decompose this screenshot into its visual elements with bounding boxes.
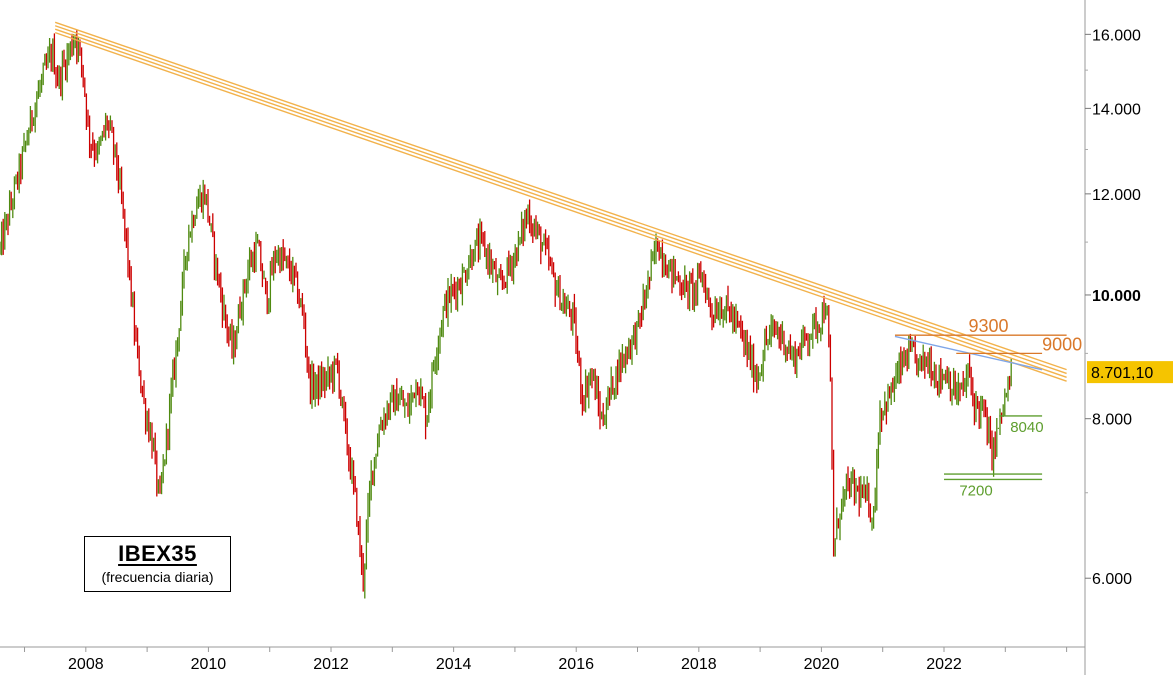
- y-tick-label: 14.000: [1092, 101, 1141, 118]
- y-axis: 16.000 14.000 12.000 10.000 8.000 6.000: [1084, 0, 1141, 675]
- trend-line-3: [54, 28, 1067, 378]
- y-tick-label: 12.000: [1092, 187, 1141, 204]
- x-tick-label: 2018: [681, 656, 717, 673]
- x-tick-label: 2016: [558, 656, 594, 673]
- y-tick-label: 6.000: [1092, 571, 1132, 588]
- chart-title: IBEX35: [118, 541, 197, 566]
- trend-line-2: [54, 25, 1067, 375]
- level-label-9000: 9000: [1042, 334, 1082, 354]
- trend-line-1: [54, 21, 1067, 371]
- x-tick-label: 2020: [804, 656, 840, 673]
- y-tick-label: 16.000: [1092, 27, 1141, 44]
- trend-line-4: [54, 31, 1067, 382]
- chart-subtitle: (frecuencia diaria): [101, 569, 214, 585]
- last-price-badge: 8.701,10: [1087, 361, 1173, 384]
- last-price-box: [1087, 361, 1173, 384]
- y-tick-label: 10.000: [1092, 288, 1141, 305]
- x-axis: 2008 2010 2012 2014 2016 2018 2020 2022: [0, 646, 1085, 673]
- last-price-label: 8.701,10: [1091, 365, 1153, 382]
- level-label-9300: 9300: [969, 316, 1009, 336]
- level-label-7200: 7200: [959, 482, 992, 499]
- chart-title-box: IBEX35 (frecuencia diaria): [84, 536, 231, 592]
- x-tick-label: 2008: [68, 656, 104, 673]
- x-tick-label: 2022: [926, 656, 962, 673]
- x-tick-label: 2014: [436, 656, 472, 673]
- levels-layer: 9300 9000 8040 7200: [894, 316, 1082, 499]
- candles-layer: [0, 30, 1012, 599]
- level-label-8040: 8040: [1010, 419, 1043, 436]
- x-tick-label: 2010: [191, 656, 227, 673]
- trend-lines-layer: [54, 21, 1067, 382]
- x-tick-label: 2012: [313, 656, 349, 673]
- y-tick-label: 8.000: [1092, 412, 1132, 429]
